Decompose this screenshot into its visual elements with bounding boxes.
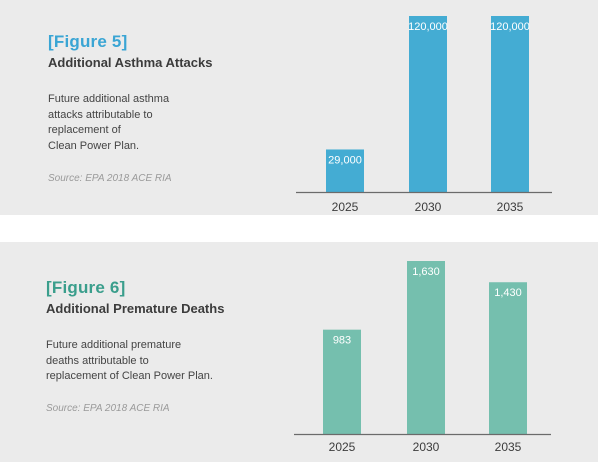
figure-number: [Figure 5] xyxy=(48,32,128,51)
asthma-attacks-bar-chart: 29,000 2025 120,000 2030 120,000 2035 xyxy=(296,16,552,214)
bar-2030 xyxy=(409,16,447,192)
figure-source: Source: EPA 2018 ACE RIA xyxy=(46,403,170,414)
description-line: Future additional asthma xyxy=(48,93,170,105)
figure-title: Additional Asthma Attacks xyxy=(48,55,213,70)
bar-2030 xyxy=(407,261,445,434)
x-tick-label: 2025 xyxy=(332,200,359,214)
bar-value-label: 1,430 xyxy=(494,287,522,299)
figure-description: Future additional premature deaths attri… xyxy=(46,338,213,385)
premature-deaths-bar-chart: 983 2025 1,630 2030 1,430 2035 xyxy=(294,261,551,454)
description-line: attacks attributable to xyxy=(48,108,153,121)
bar-value-label: 120,000 xyxy=(408,21,448,33)
bar-2025 xyxy=(323,329,361,434)
figure-source: Source: EPA 2018 ACE RIA xyxy=(48,173,172,184)
bar-value-label: 120,000 xyxy=(490,21,530,33)
figure-description: Future additional asthma attacks attribu… xyxy=(48,92,169,154)
x-tick-label: 2030 xyxy=(415,200,442,214)
bar-value-label: 29,000 xyxy=(328,154,362,166)
bar-value-label: 1,630 xyxy=(412,266,440,278)
x-tick-label: 2030 xyxy=(413,440,440,454)
bar-2035 xyxy=(489,282,527,434)
x-tick-label: 2025 xyxy=(329,440,356,454)
bar-2035 xyxy=(491,16,529,192)
figure-5-panel: [Figure 5] Additional Asthma Attacks Fut… xyxy=(0,0,598,215)
description-line: Future additional premature xyxy=(46,339,182,351)
figure-6-panel: [Figure 6] Additional Premature Deaths F… xyxy=(0,242,598,462)
description-line: Clean Power Plan. xyxy=(48,139,140,152)
description-line: replacement of xyxy=(48,124,121,136)
figure-title: Additional Premature Deaths xyxy=(46,301,225,316)
bar-2025 xyxy=(326,149,364,192)
bar-value-label: 983 xyxy=(333,335,351,347)
x-tick-label: 2035 xyxy=(497,200,524,214)
figure-number: [Figure 6] xyxy=(46,278,126,297)
description-line: deaths attributable to xyxy=(46,354,149,367)
description-line: replacement of Clean Power Plan. xyxy=(46,370,213,382)
x-tick-label: 2035 xyxy=(495,440,522,454)
